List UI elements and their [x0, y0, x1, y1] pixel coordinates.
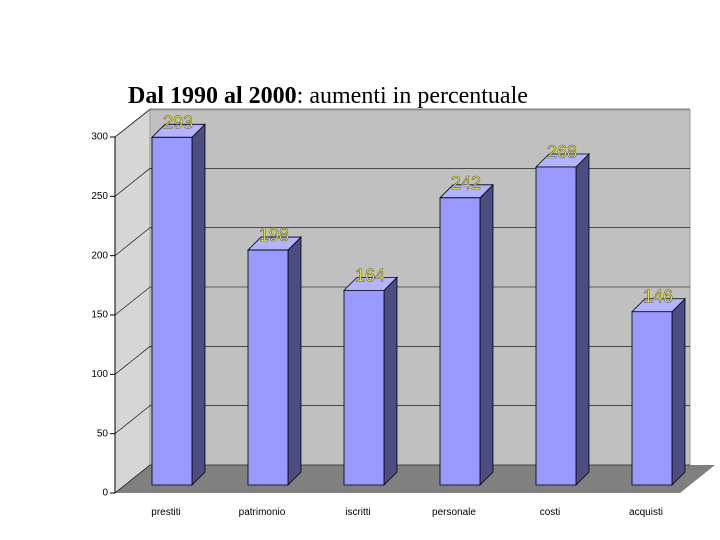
bar-front — [439, 197, 481, 486]
value-label: 164 — [355, 265, 385, 285]
grid-line — [114, 168, 690, 197]
bar — [151, 123, 206, 486]
value-label: 293 — [163, 112, 193, 132]
chart-title: Dal 1990 al 2000: aumenti in percentuale — [128, 83, 528, 109]
y-tick-label: 100 — [91, 369, 108, 380]
bar-side — [671, 297, 686, 486]
grid-line — [114, 286, 690, 316]
grid-line — [114, 108, 690, 138]
value-label: 146 — [643, 287, 673, 307]
y-tick-label: 200 — [91, 250, 108, 261]
bar-front — [151, 136, 193, 486]
back-wall — [149, 109, 691, 466]
x-tick-label: iscritti — [345, 507, 371, 518]
bar — [247, 236, 302, 486]
value-label: 268 — [547, 142, 577, 162]
bar-front — [343, 289, 385, 486]
grid-line — [114, 405, 690, 434]
grid-line — [114, 346, 690, 375]
bar-side — [479, 183, 494, 486]
bar — [439, 183, 494, 486]
side-wall — [114, 108, 151, 495]
bar-side — [575, 153, 590, 486]
value-label: 198 — [259, 225, 289, 245]
y-tick-label: 250 — [91, 191, 108, 202]
y-tick-label: 50 — [97, 428, 109, 439]
bar-side — [287, 236, 302, 486]
bar — [631, 297, 686, 486]
bar-side — [383, 276, 398, 486]
grid-line — [114, 464, 690, 494]
value-label: 242 — [451, 173, 481, 193]
x-tick-label: personale — [432, 507, 476, 518]
bar-front — [247, 249, 289, 486]
bar — [343, 276, 398, 486]
grid-line — [114, 227, 690, 256]
x-tick-label: prestiti — [151, 507, 180, 518]
y-tick-label: 0 — [102, 488, 108, 499]
x-tick-label: patrimonio — [239, 507, 286, 518]
bar-front — [535, 166, 577, 486]
y-tick-label: 150 — [91, 310, 108, 321]
bar-front — [631, 311, 673, 486]
y-tick-label: 300 — [91, 132, 108, 143]
title-rest: : aumenti in percentuale — [297, 83, 528, 109]
bar — [535, 153, 590, 486]
x-tick-label: costi — [540, 507, 561, 518]
bar-side — [191, 123, 206, 486]
x-tick-label: acquisti — [629, 507, 663, 518]
title-bold: Dal 1990 al 2000 — [128, 83, 297, 109]
